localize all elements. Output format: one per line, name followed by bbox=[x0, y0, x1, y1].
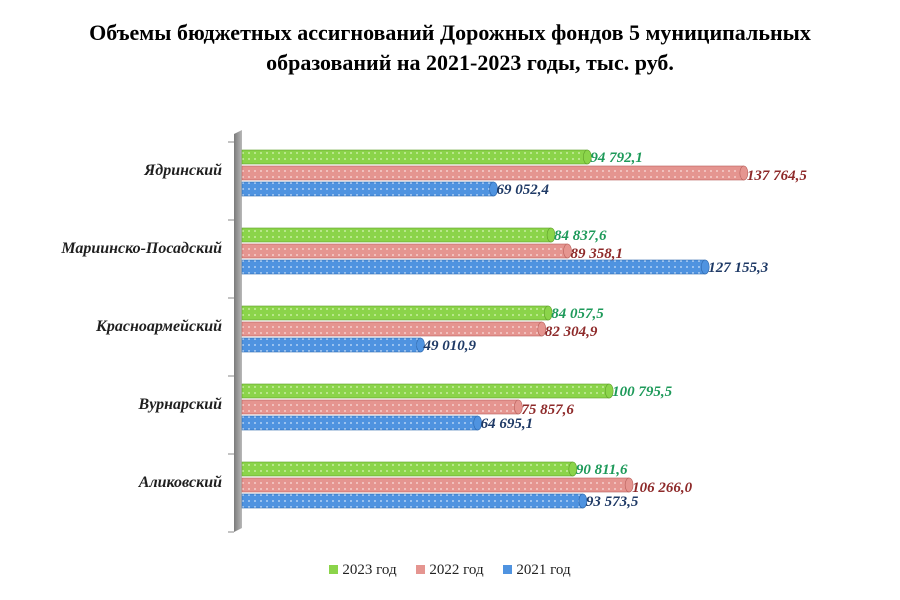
value-label: 84 837,6 bbox=[554, 228, 607, 244]
bar-cap bbox=[739, 165, 749, 181]
chart-title-line2: образований на 2021-2023 годы, тыс. руб. bbox=[266, 50, 674, 75]
bar bbox=[241, 415, 478, 431]
legend-item-2021: 2021 год bbox=[503, 562, 571, 579]
category-label: Вурнарский bbox=[138, 396, 223, 413]
value-label: 127 155,3 bbox=[708, 260, 769, 276]
category-label: Ядринский bbox=[143, 162, 222, 179]
bar bbox=[241, 243, 568, 259]
legend-swatch-2023 bbox=[329, 565, 339, 574]
bar-cap bbox=[514, 399, 523, 415]
chart-title-line1: Объемы бюджетных ассигнований Дорожных ф… bbox=[89, 20, 811, 45]
bar bbox=[241, 321, 543, 337]
value-label: 90 811,6 bbox=[576, 462, 628, 478]
bar-cap bbox=[546, 227, 556, 243]
bar bbox=[241, 337, 421, 353]
axis-wall bbox=[234, 130, 242, 532]
category-label: Аликовский bbox=[138, 474, 222, 491]
bar bbox=[241, 383, 610, 399]
bar-cap bbox=[543, 305, 553, 321]
value-label: 89 358,1 bbox=[571, 246, 624, 262]
value-label: 94 792,1 bbox=[590, 150, 643, 166]
bar bbox=[241, 399, 519, 415]
value-label: 106 266,0 bbox=[632, 480, 693, 496]
bar-cap bbox=[563, 243, 572, 259]
bar-cap bbox=[537, 321, 547, 337]
value-label: 93 573,5 bbox=[586, 494, 639, 510]
value-label: 82 304,9 bbox=[545, 324, 598, 340]
chart-title: Объемы бюджетных ассигнований Дорожных ф… bbox=[0, 18, 900, 78]
legend-label-2022: 2022 год bbox=[429, 562, 484, 578]
value-label: 137 764,5 bbox=[747, 168, 808, 184]
legend: 2023 год 2022 год 2021 год bbox=[0, 562, 900, 579]
value-label: 64 695,1 bbox=[481, 416, 534, 432]
bar bbox=[241, 259, 706, 275]
legend-item-2022: 2022 год bbox=[416, 562, 484, 579]
bar-cap bbox=[578, 493, 588, 509]
category-label: Мариинско-Посадский bbox=[60, 240, 222, 257]
legend-label-2023: 2023 год bbox=[342, 562, 397, 578]
bar-cap bbox=[416, 337, 425, 353]
bar-cap bbox=[473, 415, 482, 431]
value-label: 84 057,5 bbox=[551, 306, 604, 322]
value-label: 49 010,9 bbox=[423, 338, 477, 354]
bar bbox=[241, 227, 552, 243]
legend-swatch-2022 bbox=[416, 565, 426, 574]
value-label: 69 052,4 bbox=[497, 182, 550, 198]
bar-cap bbox=[583, 149, 592, 165]
bar bbox=[241, 305, 549, 321]
legend-item-2023: 2023 год bbox=[329, 562, 397, 579]
value-label: 75 857,6 bbox=[521, 402, 574, 418]
bar-cap bbox=[604, 383, 614, 399]
category-label: Красноармейский bbox=[95, 318, 222, 335]
legend-label-2021: 2021 год bbox=[516, 562, 571, 578]
bar-cap bbox=[624, 477, 634, 493]
bar bbox=[241, 477, 630, 493]
bar bbox=[241, 461, 574, 477]
value-label: 100 795,5 bbox=[612, 384, 673, 400]
bar bbox=[241, 165, 745, 181]
bar bbox=[241, 149, 588, 165]
bar-cap bbox=[489, 181, 498, 197]
bar-cap bbox=[568, 461, 578, 477]
legend-swatch-2021 bbox=[503, 565, 513, 574]
bar bbox=[241, 493, 584, 509]
bar bbox=[241, 181, 494, 197]
bar-cap bbox=[700, 259, 710, 275]
